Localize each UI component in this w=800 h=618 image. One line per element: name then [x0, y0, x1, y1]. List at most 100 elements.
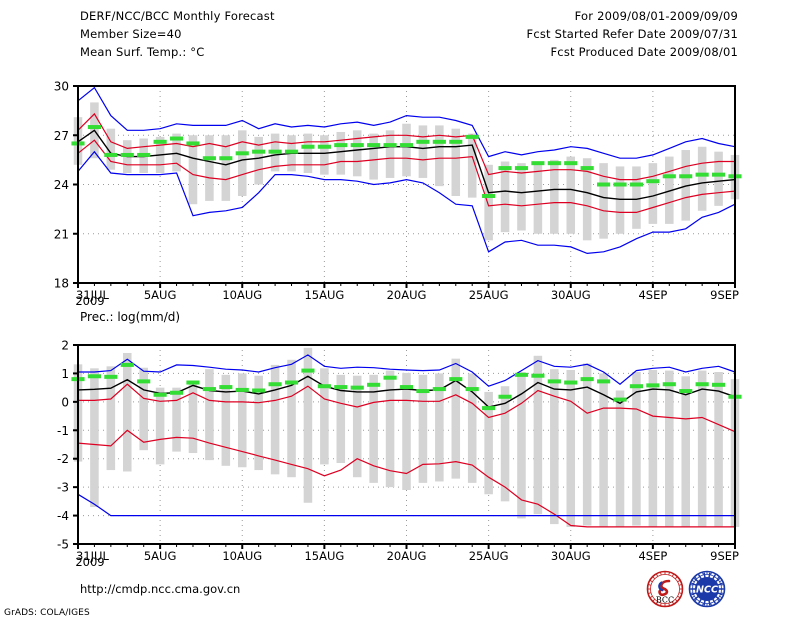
surface-temperature-p75-line: [77, 112, 735, 181]
header-title: DERF/NCC/BCC Monthly Forecast: [80, 9, 275, 23]
spread-bar: [221, 374, 231, 466]
spread-bar: [615, 166, 625, 234]
bcc-logo-mark: BCC: [646, 570, 684, 608]
spread-bar: [418, 374, 428, 483]
surface-temperature-plot-area: 18 21 24 27 30 31JUL 5AUG 10AUG 15AUG 20AUG 25AUG 3…: [54, 80, 742, 302]
spread-bar: [205, 135, 214, 201]
ncc-logo: NCC: [688, 570, 726, 608]
spread-bar: [320, 368, 329, 465]
spread-bar: [254, 136, 263, 185]
spread-bar: [418, 125, 428, 178]
spread-bar: [599, 373, 608, 527]
spread-bar: [237, 373, 247, 468]
spread-bar: [665, 370, 674, 527]
spread-bar: [352, 375, 362, 478]
spread-bar: [90, 368, 99, 508]
spread-bar: [632, 372, 641, 526]
x-tick-label: 4SEP: [638, 288, 667, 302]
spread-bar: [270, 364, 280, 475]
spread-bar: [566, 370, 576, 527]
spread-bar: [369, 374, 378, 483]
spread-bar: [336, 374, 346, 463]
spread-bar: [517, 163, 526, 231]
svg-text:NCC: NCC: [696, 585, 718, 596]
spread-bar: [697, 146, 707, 211]
spread-bar: [237, 130, 247, 196]
spread-bar: [714, 151, 723, 206]
spread-bar: [533, 161, 543, 234]
spread-bar: [106, 128, 116, 170]
x-tick-label: 31JUL: [76, 549, 109, 563]
precip-panel-title: Prec.: log(mm/d): [80, 310, 181, 324]
spread-bar: [451, 358, 461, 479]
spread-bar: [188, 381, 198, 454]
x-tick-label: 10AUG: [222, 549, 262, 563]
x-tick-label: 25AUG: [469, 549, 509, 563]
y-tick-label: 27: [54, 129, 69, 143]
spread-bar: [123, 352, 132, 472]
surface-temperature-max-line: [77, 86, 736, 159]
x-tick-label: 30AUG: [551, 288, 591, 302]
spread-bar: [714, 372, 723, 527]
x-tick-label: 31JUL: [76, 288, 109, 302]
spread-bar: [550, 159, 559, 234]
precipitation-max-line: [78, 354, 736, 387]
spread-bar: [500, 161, 510, 233]
x-tick-label: 30AUG: [551, 549, 591, 563]
spread-bar: [599, 163, 608, 239]
x-tick-label: 9SEP: [710, 288, 739, 302]
precipitation-p25-line: [77, 429, 735, 528]
y-tick-label: 24: [54, 178, 69, 192]
y-tick-label: 18: [54, 277, 69, 291]
spread-bar: [665, 156, 674, 224]
bcc-logo: BCC: [646, 570, 684, 608]
spread-bar: [517, 372, 526, 519]
header-produced-date: Fcst Produced Date 2009/08/01: [550, 45, 738, 59]
header-refer-date: Fcst Started Refer Date 2009/07/31: [526, 27, 738, 41]
spread-bar: [484, 391, 493, 495]
observed-marks: [71, 362, 742, 411]
spread-bar: [615, 390, 625, 527]
y-tick-label: 2: [61, 339, 69, 353]
y-tick-label: -1: [57, 424, 69, 438]
spread-bar: [582, 363, 592, 526]
x-tick-label: 20AUG: [387, 288, 427, 302]
spread-bar: [205, 369, 214, 461]
spread-bar: [287, 359, 296, 478]
precipitation-min-line: [77, 493, 735, 517]
spread-bar: [385, 370, 395, 488]
spread-bar: [681, 150, 690, 221]
y-tick-label: 30: [54, 80, 69, 94]
spread-bar: [352, 130, 362, 177]
spread-bar: [697, 370, 707, 527]
spread-bar: [550, 369, 559, 525]
spread-bar: [451, 128, 461, 196]
footer-url[interactable]: http://cmdp.ncc.cma.gov.cn: [80, 582, 241, 596]
y-tick-label: -4: [57, 509, 69, 523]
x-tick-label: 15AUG: [304, 288, 344, 302]
spread-bar: [106, 366, 116, 471]
spread-bar: [632, 166, 641, 229]
svg-text:BCC: BCC: [656, 596, 674, 605]
spread-bar: [221, 135, 231, 201]
spread-bar: [188, 135, 198, 205]
precip-axis-year-label: 2009: [75, 555, 105, 569]
spread-bar: [320, 135, 329, 175]
x-tick-label: 20AUG: [387, 549, 427, 563]
spread-bar: [139, 367, 148, 451]
ncc-logo-mark: NCC: [688, 570, 726, 608]
surface-temperature-min-line: [77, 150, 736, 255]
precipitation-p75-line: [78, 383, 736, 433]
spread-bar: [303, 347, 313, 503]
spread-bar: [566, 156, 576, 234]
surface-temperature-p25-line: [77, 139, 736, 213]
spread-bar: [500, 386, 510, 502]
y-tick-label: 21: [54, 227, 69, 241]
footer-credit: GrADS: COLA/IGES: [4, 608, 90, 618]
spread-bar: [172, 133, 181, 172]
spread-bar: [484, 164, 493, 241]
spread-bar: [533, 355, 543, 515]
spread-bar: [402, 372, 411, 490]
header-variable-label: Mean Surf. Temp.: °C: [80, 45, 205, 59]
